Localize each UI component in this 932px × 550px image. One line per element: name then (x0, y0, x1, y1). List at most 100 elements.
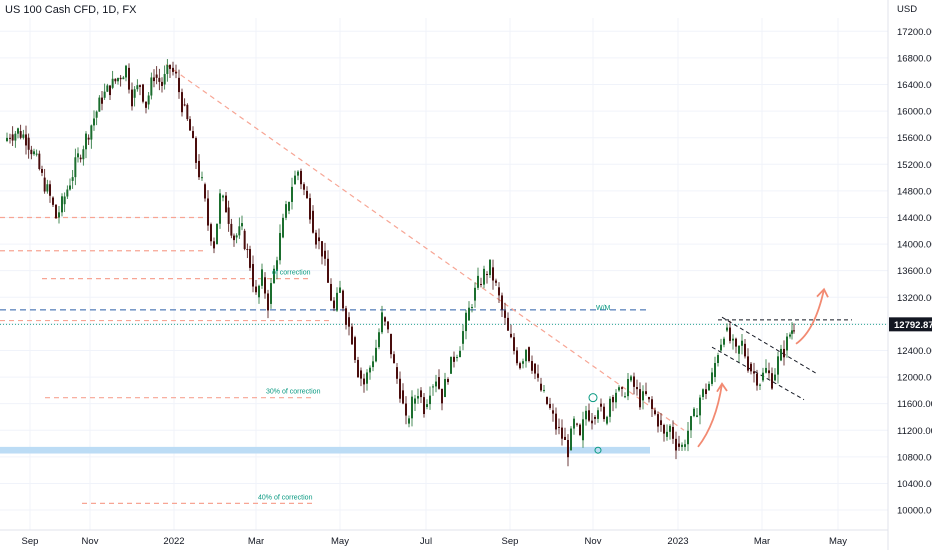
candle-body (216, 223, 218, 245)
candle-body (501, 295, 503, 310)
candle-body (774, 374, 776, 381)
candle-body (163, 73, 166, 85)
candle-body (381, 312, 383, 333)
candle-body (618, 387, 620, 391)
candle-body (720, 344, 722, 351)
candle-body (95, 111, 98, 118)
y-tick-label: 13600.00 (897, 266, 932, 277)
candle-body (681, 444, 683, 447)
candle-body (255, 286, 257, 293)
y-tick-label: 14000.00 (897, 240, 932, 251)
candle-body (402, 390, 404, 404)
candle-body (408, 418, 410, 424)
x-tick-label: 2022 (163, 536, 184, 547)
candle-body (360, 370, 362, 379)
candle-body (702, 389, 704, 398)
candle-body (567, 440, 569, 458)
candle-body (507, 317, 509, 331)
y-tick-label: 16400.00 (897, 80, 932, 91)
candle-body (103, 91, 106, 98)
candle-body (82, 149, 85, 160)
candle-body (93, 118, 95, 126)
candle-body (561, 427, 563, 439)
candle-body (150, 77, 153, 96)
candle-body (791, 330, 793, 334)
candle-body (230, 223, 233, 236)
candle-body (175, 71, 177, 74)
candle-body (600, 403, 602, 407)
candle-body (261, 269, 263, 286)
candle-body (270, 283, 272, 304)
candle-body (693, 408, 695, 417)
candle-body (456, 357, 458, 359)
candle-body (351, 326, 353, 345)
candle-body (312, 210, 314, 233)
last-price-tag (889, 317, 932, 332)
candle-body (243, 230, 246, 250)
candle-body (765, 367, 767, 373)
candle-body (591, 420, 593, 424)
candle-body (639, 389, 641, 408)
y-tick-label: 12400.00 (897, 346, 932, 357)
candle-body (300, 170, 302, 185)
candle-body (462, 331, 464, 344)
candle-body (660, 420, 662, 425)
candle-body (252, 264, 254, 287)
candle-body (145, 101, 147, 108)
candle-body (74, 157, 77, 178)
x-tick-label: 2023 (667, 536, 688, 547)
candle-body (522, 361, 524, 364)
candle-body (771, 373, 773, 389)
candle-body (318, 237, 320, 242)
last-price-label: 12792.87 (894, 320, 932, 331)
candle-body (705, 389, 707, 394)
chart-title: US 100 Cash CFD, 1D, FX (5, 4, 137, 16)
candle-body (438, 377, 440, 389)
candle-body (738, 345, 740, 354)
candle-body (759, 384, 761, 386)
currency-label: USD (897, 4, 917, 15)
candle-body (390, 333, 392, 355)
candle-body (117, 78, 119, 82)
candle-body (525, 349, 527, 362)
candle-body (297, 171, 299, 176)
candle-body (558, 426, 560, 428)
candle-body (453, 356, 455, 362)
candle-body (210, 224, 212, 242)
candle-body (309, 198, 311, 220)
candle-body (348, 317, 350, 327)
candle-body (793, 330, 795, 332)
candle-body (41, 169, 43, 173)
candle-body (498, 287, 500, 296)
x-tick-label: Nov (82, 536, 99, 547)
candle-body (495, 280, 497, 283)
candle-body (735, 338, 737, 347)
candle-body (378, 332, 380, 348)
candle-body (414, 398, 416, 404)
candle-body (645, 391, 647, 394)
candle-body (504, 310, 506, 318)
candle-body (675, 438, 677, 451)
candle-body (519, 363, 521, 369)
candle-body (654, 410, 656, 415)
candle-body (61, 196, 63, 213)
candle-body (273, 268, 275, 284)
candle-body (636, 387, 638, 390)
candle-body (11, 134, 14, 141)
candle-body (139, 85, 141, 87)
candle-body (540, 383, 542, 391)
candle-body (375, 347, 377, 362)
y-tick-label: 16800.00 (897, 53, 932, 64)
candle-body (142, 84, 144, 102)
projection-arrow-2 (795, 289, 825, 345)
pivot-circle-marker (588, 393, 598, 403)
candle-body (594, 416, 596, 419)
channel-lower-line (711, 346, 805, 401)
candle-body (396, 367, 398, 379)
y-tick-label: 12000.00 (897, 373, 932, 384)
candle-body (69, 185, 71, 190)
candle-body (155, 74, 158, 78)
candle-body (576, 423, 578, 425)
